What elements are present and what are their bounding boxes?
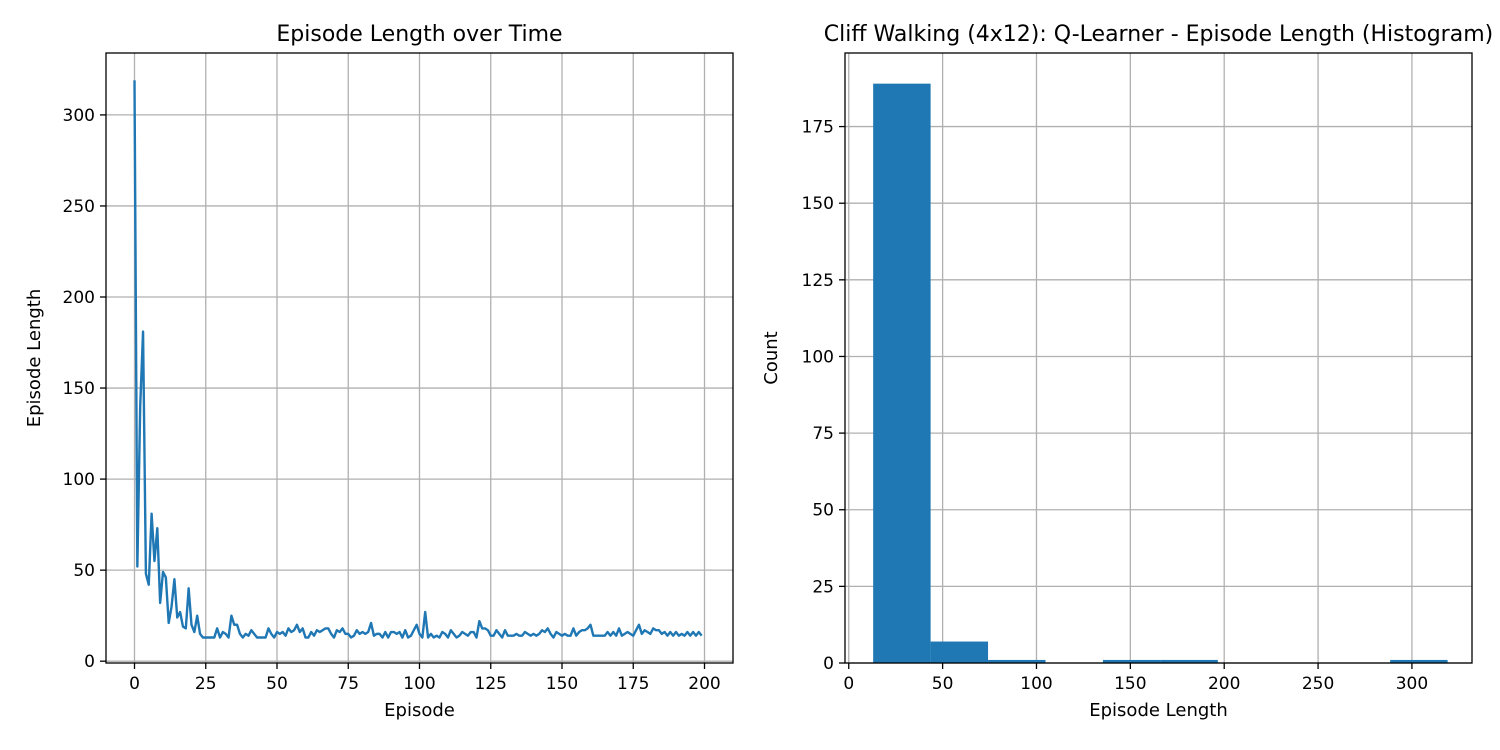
x-tick-label: 25 bbox=[195, 674, 217, 694]
histogram-bar bbox=[873, 83, 931, 664]
y-tick-label: 300 bbox=[63, 106, 95, 126]
x-tick-label: 50 bbox=[932, 674, 954, 694]
y-tick-label: 0 bbox=[84, 652, 95, 672]
series-line-episode-length bbox=[133, 80, 703, 639]
x-tick-label: 125 bbox=[475, 674, 507, 694]
chart-title: Cliff Walking (4x12): Q-Learner - Episod… bbox=[824, 22, 1493, 47]
y-tick-label: 50 bbox=[73, 561, 95, 581]
x-tick-label: 50 bbox=[266, 674, 288, 694]
x-tick-label: 300 bbox=[1396, 674, 1428, 694]
chart-title: Episode Length over Time bbox=[276, 22, 562, 47]
x-tick-label: 175 bbox=[617, 674, 649, 694]
y-axis-label: Episode Length bbox=[24, 289, 45, 428]
x-axis-label: Episode Length bbox=[1089, 700, 1228, 721]
x-axis-label: Episode bbox=[384, 700, 455, 721]
line-chart-episode-length: 0 25 50 75 100 125 150 175 200 0 50 100 150 200 250 300… bbox=[24, 22, 734, 721]
y-axis-label: Count bbox=[761, 331, 782, 384]
y-tick-label: 250 bbox=[63, 197, 95, 217]
y-tick-label: 100 bbox=[802, 347, 834, 367]
x-tick-label: 100 bbox=[403, 674, 435, 694]
x-tick-label: 200 bbox=[1208, 674, 1240, 694]
histogram-bar bbox=[1390, 659, 1448, 663]
x-tick-label: 75 bbox=[337, 674, 359, 694]
x-tick-label: 0 bbox=[843, 674, 854, 694]
y-tick-label: 75 bbox=[812, 424, 834, 444]
y-tick-label: 150 bbox=[63, 379, 95, 399]
histogram-bar bbox=[988, 659, 1046, 663]
histogram-bar bbox=[1102, 659, 1161, 663]
y-tick-label: 125 bbox=[802, 271, 834, 291]
x-tick-label: 250 bbox=[1302, 674, 1334, 694]
y-tick-label: 200 bbox=[63, 288, 95, 308]
x-tick-label: 0 bbox=[129, 674, 140, 694]
y-tick-label: 100 bbox=[63, 470, 95, 490]
plot-frame bbox=[844, 52, 1473, 664]
x-tick-label: 200 bbox=[688, 674, 720, 694]
histogram-bar bbox=[930, 641, 989, 663]
x-tick-label: 150 bbox=[546, 674, 578, 694]
y-tick-label: 25 bbox=[812, 577, 834, 597]
x-tick-label: 100 bbox=[1020, 674, 1052, 694]
y-tick-label: 175 bbox=[802, 118, 834, 138]
histogram-chart-episode-length: 0 50 100 150 200 250 300 0 25 50 75 100 125 150 175 Cli… bbox=[761, 22, 1493, 721]
y-tick-label: 150 bbox=[802, 194, 834, 214]
plot-frame bbox=[105, 52, 734, 664]
y-tick-label: 50 bbox=[812, 501, 834, 521]
x-tick-label: 150 bbox=[1114, 674, 1146, 694]
y-tick-label: 0 bbox=[823, 654, 834, 674]
histogram-bar bbox=[1160, 659, 1218, 663]
